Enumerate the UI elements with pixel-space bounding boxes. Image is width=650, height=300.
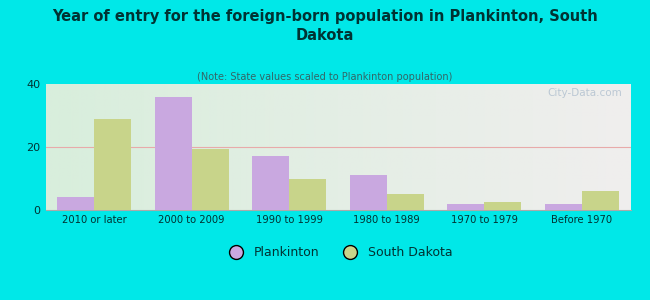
Bar bbox=[545, 204, 582, 210]
Text: Year of entry for the foreign-born population in Plankinton, South
Dakota: Year of entry for the foreign-born popul… bbox=[52, 9, 598, 43]
Bar bbox=[57, 197, 94, 210]
Legend: Plankinton, South Dakota: Plankinton, South Dakota bbox=[218, 241, 458, 264]
Bar bbox=[252, 156, 289, 210]
Bar bbox=[387, 194, 424, 210]
Bar bbox=[582, 191, 619, 210]
Text: City-Data.com: City-Data.com bbox=[547, 88, 621, 98]
Bar bbox=[484, 202, 521, 210]
Bar bbox=[94, 118, 131, 210]
Bar bbox=[447, 204, 484, 210]
Bar bbox=[289, 178, 326, 210]
Bar bbox=[192, 148, 229, 210]
Bar bbox=[350, 175, 387, 210]
Bar bbox=[155, 97, 192, 210]
Text: (Note: State values scaled to Plankinton population): (Note: State values scaled to Plankinton… bbox=[198, 72, 452, 82]
